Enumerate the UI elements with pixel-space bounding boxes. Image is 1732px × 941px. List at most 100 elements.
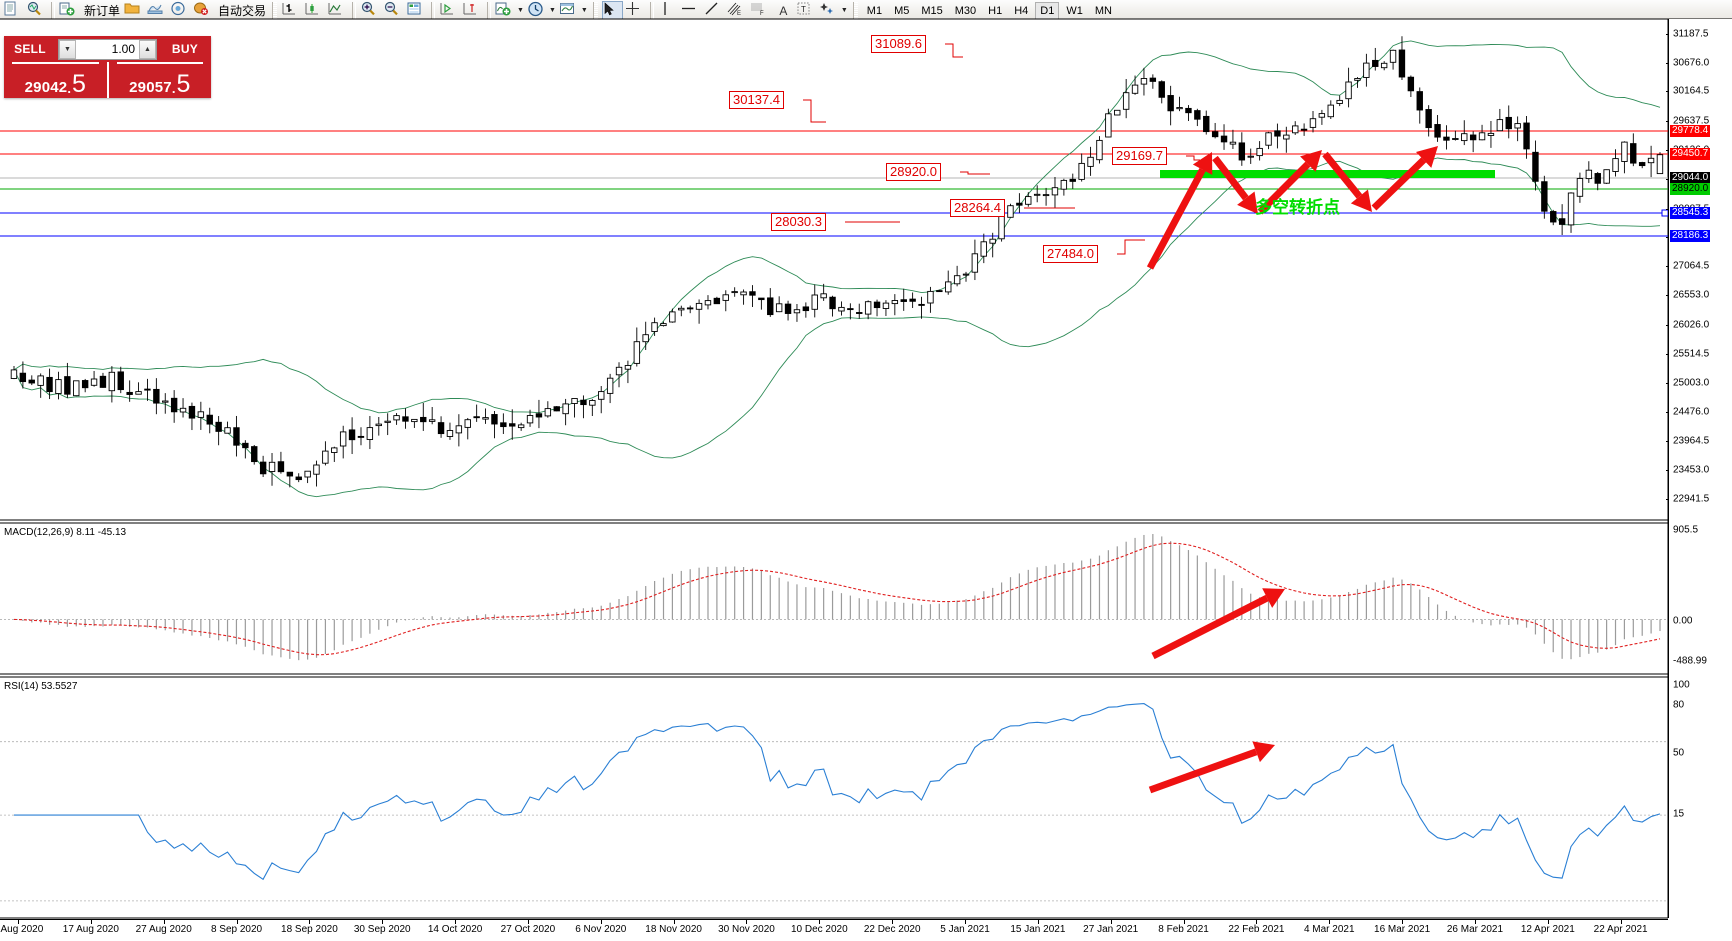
chart-shift-icon[interactable] — [462, 1, 483, 21]
timeframe-m5[interactable]: M5 — [894, 4, 910, 17]
templates-dropdown-caret[interactable]: ▼ — [580, 7, 588, 14]
zoom-out-icon[interactable] — [383, 1, 404, 21]
volume-stepper[interactable]: ▼ 1.00 ▲ — [58, 38, 157, 60]
time-tick-label: 5 Jan 2021 — [940, 924, 990, 935]
new-order-icon[interactable] — [59, 1, 80, 21]
folder-icon[interactable] — [124, 1, 145, 21]
time-tick-label: 27 Aug 2020 — [135, 924, 192, 935]
price-callout[interactable]: 30137.4 — [729, 91, 784, 109]
time-tick-label: 8 Feb 2021 — [1158, 924, 1209, 935]
new-order-label[interactable]: 新订单 — [84, 4, 121, 18]
buy-button-label[interactable]: BUY — [171, 42, 199, 56]
toolbar-grip[interactable] — [272, 1, 278, 20]
timeframe-m1[interactable]: M1 — [866, 4, 883, 17]
templates-icon[interactable] — [559, 1, 580, 21]
price-tick-label: 22941.5 — [1673, 493, 1710, 505]
volume-decrement-button[interactable]: ▼ — [59, 39, 76, 59]
time-tick-label: 8 Sep 2020 — [210, 924, 263, 935]
price-badge: 28186.3 — [1670, 230, 1711, 242]
candlestick-chart-icon[interactable] — [304, 1, 325, 21]
toolbar-separator-3 — [431, 2, 436, 19]
toolbar-grip-2[interactable] — [592, 1, 598, 20]
new-chart-icon[interactable] — [3, 1, 24, 21]
time-axis[interactable]: 6 Aug 2020 17 Aug 2020 27 Aug 2020 8 Sep 20… — [0, 919, 1668, 941]
market-watch-icon[interactable] — [26, 1, 47, 21]
time-tick-label: 6 Nov 2020 — [575, 924, 627, 935]
toolbar-separator — [51, 2, 55, 19]
vertical-line-icon[interactable] — [658, 1, 679, 21]
toolbar-separator-2 — [352, 2, 357, 19]
objects-icon[interactable] — [819, 1, 840, 21]
indicators-dropdown-caret[interactable]: ▼ — [517, 7, 524, 14]
indicators-icon[interactable] — [495, 1, 516, 21]
price-callout[interactable]: 28264.4 — [950, 199, 1005, 217]
price-tick-label: 26026.0 — [1673, 319, 1710, 331]
data-window-icon[interactable] — [147, 1, 168, 21]
alert-icon[interactable] — [193, 1, 214, 21]
chinese-annotation: 多空转折点 — [1255, 198, 1340, 218]
toolbar-separator-4 — [487, 2, 492, 19]
buy-button[interactable]: 29057 . 5 — [109, 62, 212, 98]
timeframe-m15[interactable]: M15 — [921, 4, 943, 17]
timeframe-m30[interactable]: M30 — [954, 4, 977, 17]
macd-scale-label: 905.5 — [1673, 524, 1699, 536]
bar-chart-icon[interactable] — [281, 1, 302, 21]
timeframe-h1[interactable]: H1 — [988, 4, 1003, 17]
sell-button-label[interactable]: SELL — [14, 42, 46, 56]
text-label-icon[interactable]: T — [796, 1, 817, 21]
time-tick-label: 22 Dec 2020 — [863, 924, 921, 935]
time-tick-label: 18 Sep 2020 — [281, 924, 338, 935]
price-callout[interactable]: 28030.3 — [771, 213, 826, 231]
time-tick-label: 16 Mar 2021 — [1374, 924, 1431, 935]
time-tick-label: 4 Mar 2021 — [1303, 924, 1355, 935]
volume-value[interactable]: 1.00 — [111, 42, 135, 56]
time-tick-label: 30 Nov 2020 — [718, 924, 775, 935]
price-tick-label: 30676.0 — [1673, 57, 1710, 69]
objects-dropdown-caret[interactable]: ▼ — [840, 7, 848, 14]
line-chart-icon[interactable] — [327, 1, 348, 21]
price-callout[interactable]: 29169.7 — [1112, 147, 1167, 165]
price-tick-label: 29637.5 — [1673, 115, 1710, 127]
one-click-trading-panel[interactable]: SELL ▼ 1.00 ▲ BUY 29042 . 5 29057 . 5 — [4, 36, 211, 98]
price-badge: 28545.3 — [1670, 207, 1711, 219]
period-dropdown-caret[interactable]: ▼ — [548, 7, 556, 14]
price-tick-label: 27064.5 — [1673, 260, 1710, 272]
rsi-panel-label: RSI(14) 53.5527 — [4, 681, 78, 692]
scroll-icon[interactable] — [406, 1, 427, 21]
sell-price-integer: 29042 — [24, 79, 68, 96]
zoom-in-icon[interactable] — [360, 1, 381, 21]
sell-price-separator: . — [67, 81, 71, 96]
macd-scale-label: -488.99 — [1673, 655, 1707, 667]
text-icon[interactable]: A — [779, 3, 788, 18]
buy-price-integer: 29057 — [129, 79, 172, 96]
horizontal-line-icon[interactable] — [681, 1, 702, 21]
sell-button[interactable]: 29042 . 5 — [4, 62, 109, 98]
timeframe-d1[interactable]: D1 — [1035, 1, 1060, 20]
price-callout[interactable]: 28920.0 — [886, 163, 941, 181]
crosshair-icon[interactable] — [625, 1, 646, 21]
period-icon[interactable] — [527, 1, 548, 21]
price-tick-label: 25003.0 — [1673, 377, 1710, 388]
trendline-icon[interactable] — [704, 1, 725, 21]
timeframe-mn[interactable]: MN — [1094, 4, 1112, 17]
timeframe-w1[interactable]: W1 — [1066, 4, 1083, 17]
svg-text:F: F — [760, 11, 764, 17]
price-callout[interactable]: 27484.0 — [1043, 245, 1098, 263]
price-callout[interactable]: 31089.6 — [871, 35, 926, 53]
auto-scroll-icon[interactable] — [439, 1, 460, 21]
volume-increment-button[interactable]: ▲ — [139, 39, 156, 59]
timeframe-h4[interactable]: H4 — [1014, 4, 1029, 17]
price-axis[interactable]: 31187.530676.030164.529637.529126.028607… — [1666, 19, 1732, 918]
navigator-icon[interactable] — [170, 1, 191, 21]
price-badge: 29450.7 — [1670, 148, 1711, 160]
toolbar-grip-3[interactable] — [852, 1, 858, 20]
auto-trading-label[interactable]: 自动交易 — [218, 4, 267, 18]
time-tick-label: 17 Aug 2020 — [62, 924, 119, 935]
macd-panel-label: MACD(12,26,9) 8.11 -45.13 — [4, 527, 127, 538]
equidistant-channel-icon[interactable]: E — [727, 1, 748, 21]
buy-price-fraction: 5 — [176, 70, 191, 98]
cursor-icon[interactable] — [601, 0, 623, 21]
fibonacci-icon[interactable]: F — [750, 1, 771, 21]
time-tick-label: 22 Apr 2021 — [1593, 924, 1648, 935]
